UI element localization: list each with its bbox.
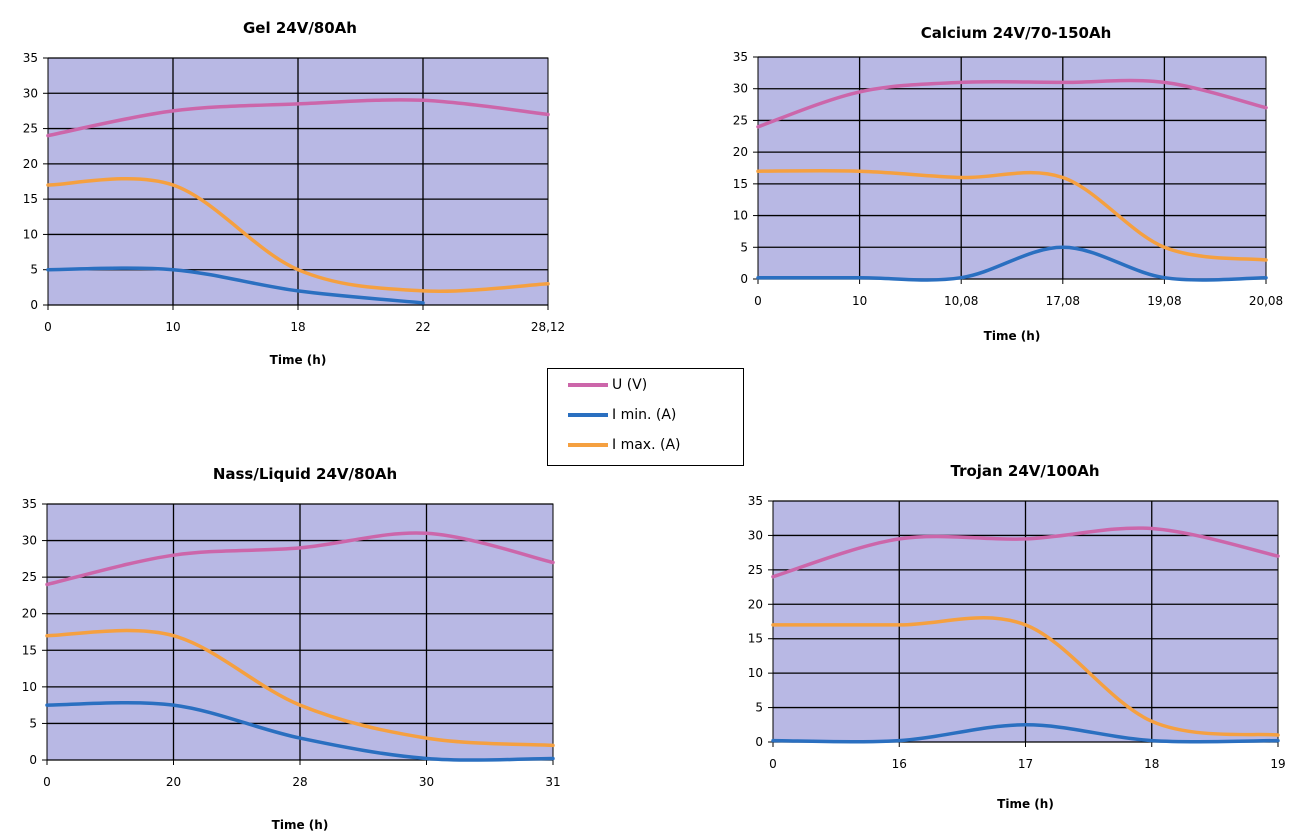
chart-title: Gel 24V/80Ah (243, 19, 357, 37)
tick-label-x: 16 (892, 757, 907, 771)
series-line-imin (756, 245, 1268, 282)
legend-swatch-u (568, 383, 608, 387)
legend-item-imax: I max. (A) (568, 435, 680, 455)
tick-label-y: 10 (748, 666, 763, 680)
chart-gel: Gel 24V/80Ah 0 5 10 15 20 25 30 35 0 10 18 22 28,12 Ti… (23, 19, 565, 367)
tick-label-y: 0 (755, 735, 763, 749)
tick-label-x: 28,12 (531, 320, 565, 334)
tick-label-x: 17 (1018, 757, 1033, 771)
tick-label-y: 20 (733, 145, 748, 159)
tick-label-x: 0 (44, 320, 52, 334)
chart-nass-liquid: Nass/Liquid 24V/80Ah 0 5 10 15 20 25 30 35 0 20 28 3… (22, 465, 561, 832)
tick-label-y: 15 (22, 643, 37, 657)
tick-label-y: 30 (748, 528, 763, 542)
series-line-imax (771, 616, 1280, 737)
tick-label-y: 30 (23, 86, 38, 100)
tick-label-y: 25 (748, 563, 763, 577)
tick-label-x: 0 (769, 757, 777, 771)
x-axis-label: Time (h) (272, 818, 329, 832)
tick-label-y: 25 (23, 122, 38, 136)
legend-swatch-imax (568, 443, 608, 447)
tick-label-x: 0 (754, 294, 762, 308)
legend-item-imin: I min. (A) (568, 405, 676, 425)
tick-label-y: 0 (30, 298, 38, 312)
tick-label-y: 20 (748, 597, 763, 611)
legend-item-u: U (V) (568, 375, 647, 395)
tick-label-x: 0 (43, 775, 51, 789)
series-line-imax (756, 168, 1268, 262)
tick-label-y: 15 (733, 177, 748, 191)
tick-label-x: 17,08 (1046, 294, 1080, 308)
tick-label-x: 18 (290, 320, 305, 334)
legend-label-u: U (V) (612, 377, 648, 393)
tick-label-x: 22 (415, 320, 430, 334)
series-line-imax (45, 628, 555, 748)
tick-label-y: 30 (733, 82, 748, 96)
series-line-u (771, 526, 1280, 579)
series-line-imin (46, 266, 425, 305)
tick-label-x: 31 (545, 775, 560, 789)
series-line-u (46, 98, 550, 138)
tick-label-y: 20 (22, 607, 37, 621)
tick-label-y: 25 (733, 113, 748, 127)
x-axis-label: Time (h) (997, 797, 1054, 811)
chart-title: Calcium 24V/70-150Ah (921, 24, 1112, 42)
plot-area (757, 56, 1267, 280)
legend-label-imin: I min. (A) (612, 407, 677, 423)
tick-label-y: 10 (22, 680, 37, 694)
tick-label-y: 5 (30, 263, 38, 277)
tick-label-x: 19,08 (1147, 294, 1181, 308)
tick-label-y: 35 (748, 494, 763, 508)
tick-label-x: 20,08 (1249, 294, 1283, 308)
x-axis-label: Time (h) (984, 329, 1041, 343)
tick-label-x: 19 (1270, 757, 1285, 771)
tick-label-y: 35 (23, 51, 38, 65)
tick-label-y: 5 (740, 240, 748, 254)
chart-title: Nass/Liquid 24V/80Ah (213, 465, 397, 483)
series-line-imax (46, 176, 550, 294)
tick-label-x: 10 (165, 320, 180, 334)
legend-label-imax: I max. (A) (612, 437, 681, 453)
tick-label-y: 5 (29, 716, 37, 730)
legend: U (V) I min. (A) I max. (A) (547, 368, 744, 466)
tick-label-y: 0 (740, 272, 748, 286)
tick-label-x: 20 (166, 775, 181, 789)
series-line-imin (771, 723, 1280, 744)
tick-label-x: 28 (292, 775, 307, 789)
tick-label-x: 18 (1144, 757, 1159, 771)
tick-label-y: 35 (733, 50, 748, 64)
tick-label-y: 30 (22, 534, 37, 548)
tick-label-y: 10 (23, 227, 38, 241)
series-line-imin (45, 700, 555, 762)
tick-label-x: 30 (419, 775, 434, 789)
chart-calcium: Calcium 24V/70-150Ah 0 5 10 15 20 25 30 35 0 10 10,… (733, 24, 1283, 343)
chart-trojan: Trojan 24V/100Ah 0 5 10 15 20 25 30 35 0 16 17 18 19 T… (748, 462, 1286, 811)
chart-title: Trojan 24V/100Ah (950, 462, 1099, 480)
tick-label-y: 15 (23, 192, 38, 206)
tick-label-x: 10 (852, 294, 867, 308)
legend-swatch-imin (568, 413, 608, 417)
tick-label-y: 10 (733, 209, 748, 223)
series-line-u (756, 78, 1268, 129)
tick-label-y: 35 (22, 497, 37, 511)
tick-label-y: 0 (29, 753, 37, 767)
x-axis-label: Time (h) (270, 353, 327, 367)
tick-label-y: 20 (23, 157, 38, 171)
series-line-u (45, 531, 555, 587)
tick-label-y: 25 (22, 570, 37, 584)
tick-label-y: 15 (748, 632, 763, 646)
tick-label-y: 5 (755, 701, 763, 715)
tick-label-x: 10,08 (944, 294, 978, 308)
